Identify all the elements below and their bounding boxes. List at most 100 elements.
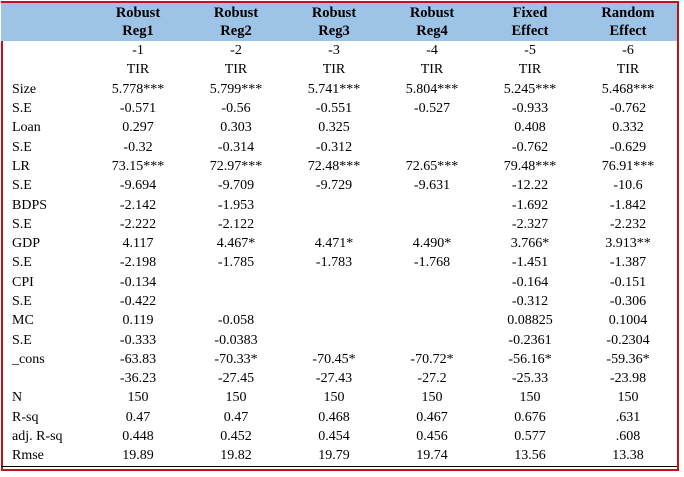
dependent-variable-row: TIR TIR TIR TIR TIR TIR — [1, 60, 677, 79]
table-cell: -0.2361 — [508, 332, 552, 348]
table-cell: 0.452 — [220, 429, 252, 445]
table-cell: -56.16* — [508, 351, 552, 367]
table-cell: -0.571 — [119, 101, 157, 117]
table-cell: -9.729 — [315, 178, 353, 194]
table-cell: -1.783 — [315, 255, 353, 271]
dependent-variable: TIR — [420, 62, 444, 78]
header-col-3: Robust Reg3 — [285, 3, 383, 41]
model-number: -5 — [524, 43, 536, 59]
table-cell — [383, 215, 481, 234]
table-cell: 0.676 — [514, 409, 546, 425]
table-cell: .631 — [615, 409, 641, 425]
row-label: S.E — [12, 294, 32, 309]
table-cell: 19.89 — [89, 446, 187, 467]
table-cell: -1.692 — [511, 197, 549, 213]
table-cell: 4.117 — [122, 236, 154, 252]
row-label: S.E — [12, 139, 32, 155]
table-cell: 4.471* — [314, 236, 354, 252]
table-row: Size 5.778*** 5.799*** 5.741*** 5.804*** 5.24… — [1, 80, 677, 99]
table-cell: -1.842 — [609, 197, 647, 213]
header-col-2: Robust Reg2 — [187, 3, 285, 41]
table-cell: -9.631 — [413, 178, 451, 194]
model-number-row: -1 -2 -3 -4 -5 -6 — [1, 41, 677, 60]
table-cell: 19.74 — [383, 446, 481, 467]
table-row: -36.23 -27.45 -27.43 -27.2 -25.33 -23.98 — [1, 369, 677, 388]
table-cell: 150 — [519, 390, 541, 406]
table-cell: -1.953 — [217, 197, 255, 213]
row-label: S.E — [12, 332, 32, 348]
data-rows: Size 5.778*** 5.799*** 5.741*** 5.804*** 5.24… — [1, 80, 677, 467]
table-cell: 73.15*** — [111, 158, 165, 174]
table-cell: 0.47 — [223, 409, 249, 425]
table-cell: 76.91*** — [601, 158, 655, 174]
table-cell: 5.778*** — [111, 81, 165, 97]
model-number: -2 — [230, 43, 242, 59]
table-cell: 19.82 — [187, 446, 285, 467]
row-label: S.E — [12, 178, 32, 194]
table-cell: -0.32 — [123, 139, 153, 155]
table-cell — [285, 273, 383, 292]
row-label: Rmse — [1, 446, 89, 467]
row-label — [1, 369, 89, 388]
table-cell: .608 — [615, 429, 641, 445]
table-cell — [383, 118, 481, 137]
table-frame — [1, 1, 679, 471]
table-cell — [187, 273, 285, 292]
table-cell: 0.332 — [612, 120, 644, 136]
table-cell: -27.45 — [217, 371, 255, 387]
table-cell: 150 — [323, 390, 345, 406]
row-label: MC — [12, 313, 34, 329]
table-cell — [285, 292, 383, 311]
table-cell: 13.56 — [481, 446, 579, 467]
table-cell: -70.33* — [214, 351, 258, 367]
table-row: adj. R-sq 0.448 0.452 0.454 0.456 0.577 .608 — [1, 427, 677, 446]
row-label: CPI — [12, 274, 34, 290]
table-cell: 72.97*** — [209, 158, 263, 174]
table-cell: 4.467* — [216, 236, 256, 252]
table-cell: -0.314 — [217, 139, 255, 155]
table-row: S.E -0.571 -0.56 -0.551 -0.527 -0.933 -0.762 — [1, 99, 677, 118]
row-label: _cons — [12, 351, 45, 367]
table-cell: -63.83 — [119, 351, 157, 367]
table-cell: -0.312 — [511, 294, 549, 309]
table-row: CPI -0.134 -0.164 -0.151 — [1, 273, 677, 292]
table-cell: 0.1004 — [608, 313, 648, 329]
table-cell: -0.0383 — [214, 332, 258, 348]
table-cell: 5.799*** — [209, 81, 263, 97]
header-col-5: Fixed Effect — [481, 3, 579, 41]
model-number: -3 — [328, 43, 340, 59]
table-cell: 0.468 — [318, 409, 350, 425]
table-row: LR 73.15*** 72.97*** 72.48*** 72.65*** 79.48*… — [1, 157, 677, 176]
table-cell: -9.694 — [119, 178, 157, 194]
header-col-6: Random Effect — [579, 3, 677, 41]
table-cell: 150 — [127, 390, 149, 406]
table-row: S.E -2.222 -2.122 -2.327 -2.232 — [1, 215, 677, 234]
table-row: S.E -0.32 -0.314 -0.312 -0.762 -0.629 — [1, 137, 677, 156]
dependent-variable: TIR — [518, 62, 542, 78]
table-cell: 0.467 — [416, 409, 448, 425]
dependent-variable: TIR — [224, 62, 248, 78]
table-cell: 72.48*** — [307, 158, 361, 174]
row-label: S.E — [12, 101, 32, 117]
header-col-1: Robust Reg1 — [89, 3, 187, 41]
row-label: S.E — [12, 216, 32, 232]
table-cell: -1.768 — [413, 255, 451, 271]
table-cell: 0.47 — [125, 409, 151, 425]
table-row: BDPS -2.142 -1.953 -1.692 -1.842 — [1, 195, 677, 214]
table-cell: 72.65*** — [405, 158, 459, 174]
row-label: Loan — [12, 120, 41, 136]
table-cell: -27.2 — [417, 371, 447, 387]
table-cell: -1.451 — [511, 255, 549, 271]
table-cell: 0.454 — [318, 429, 350, 445]
table-row: S.E -2.198 -1.785 -1.783 -1.768 -1.451 -1.387 — [1, 253, 677, 272]
table-cell: 0.297 — [122, 120, 154, 136]
table-row: S.E -9.694 -9.709 -9.729 -9.631 -12.22 -10.6 — [1, 176, 677, 195]
table-row: R-sq 0.47 0.47 0.468 0.467 0.676 .631 — [1, 408, 677, 427]
row-label: S.E — [12, 255, 32, 271]
table-cell: -0.422 — [119, 294, 157, 309]
table-cell: -0.058 — [217, 313, 255, 329]
table-cell: 150 — [225, 390, 247, 406]
table-cell: -12.22 — [511, 178, 549, 194]
table-cell: -0.762 — [609, 101, 647, 117]
table-cell: -0.151 — [609, 274, 647, 290]
